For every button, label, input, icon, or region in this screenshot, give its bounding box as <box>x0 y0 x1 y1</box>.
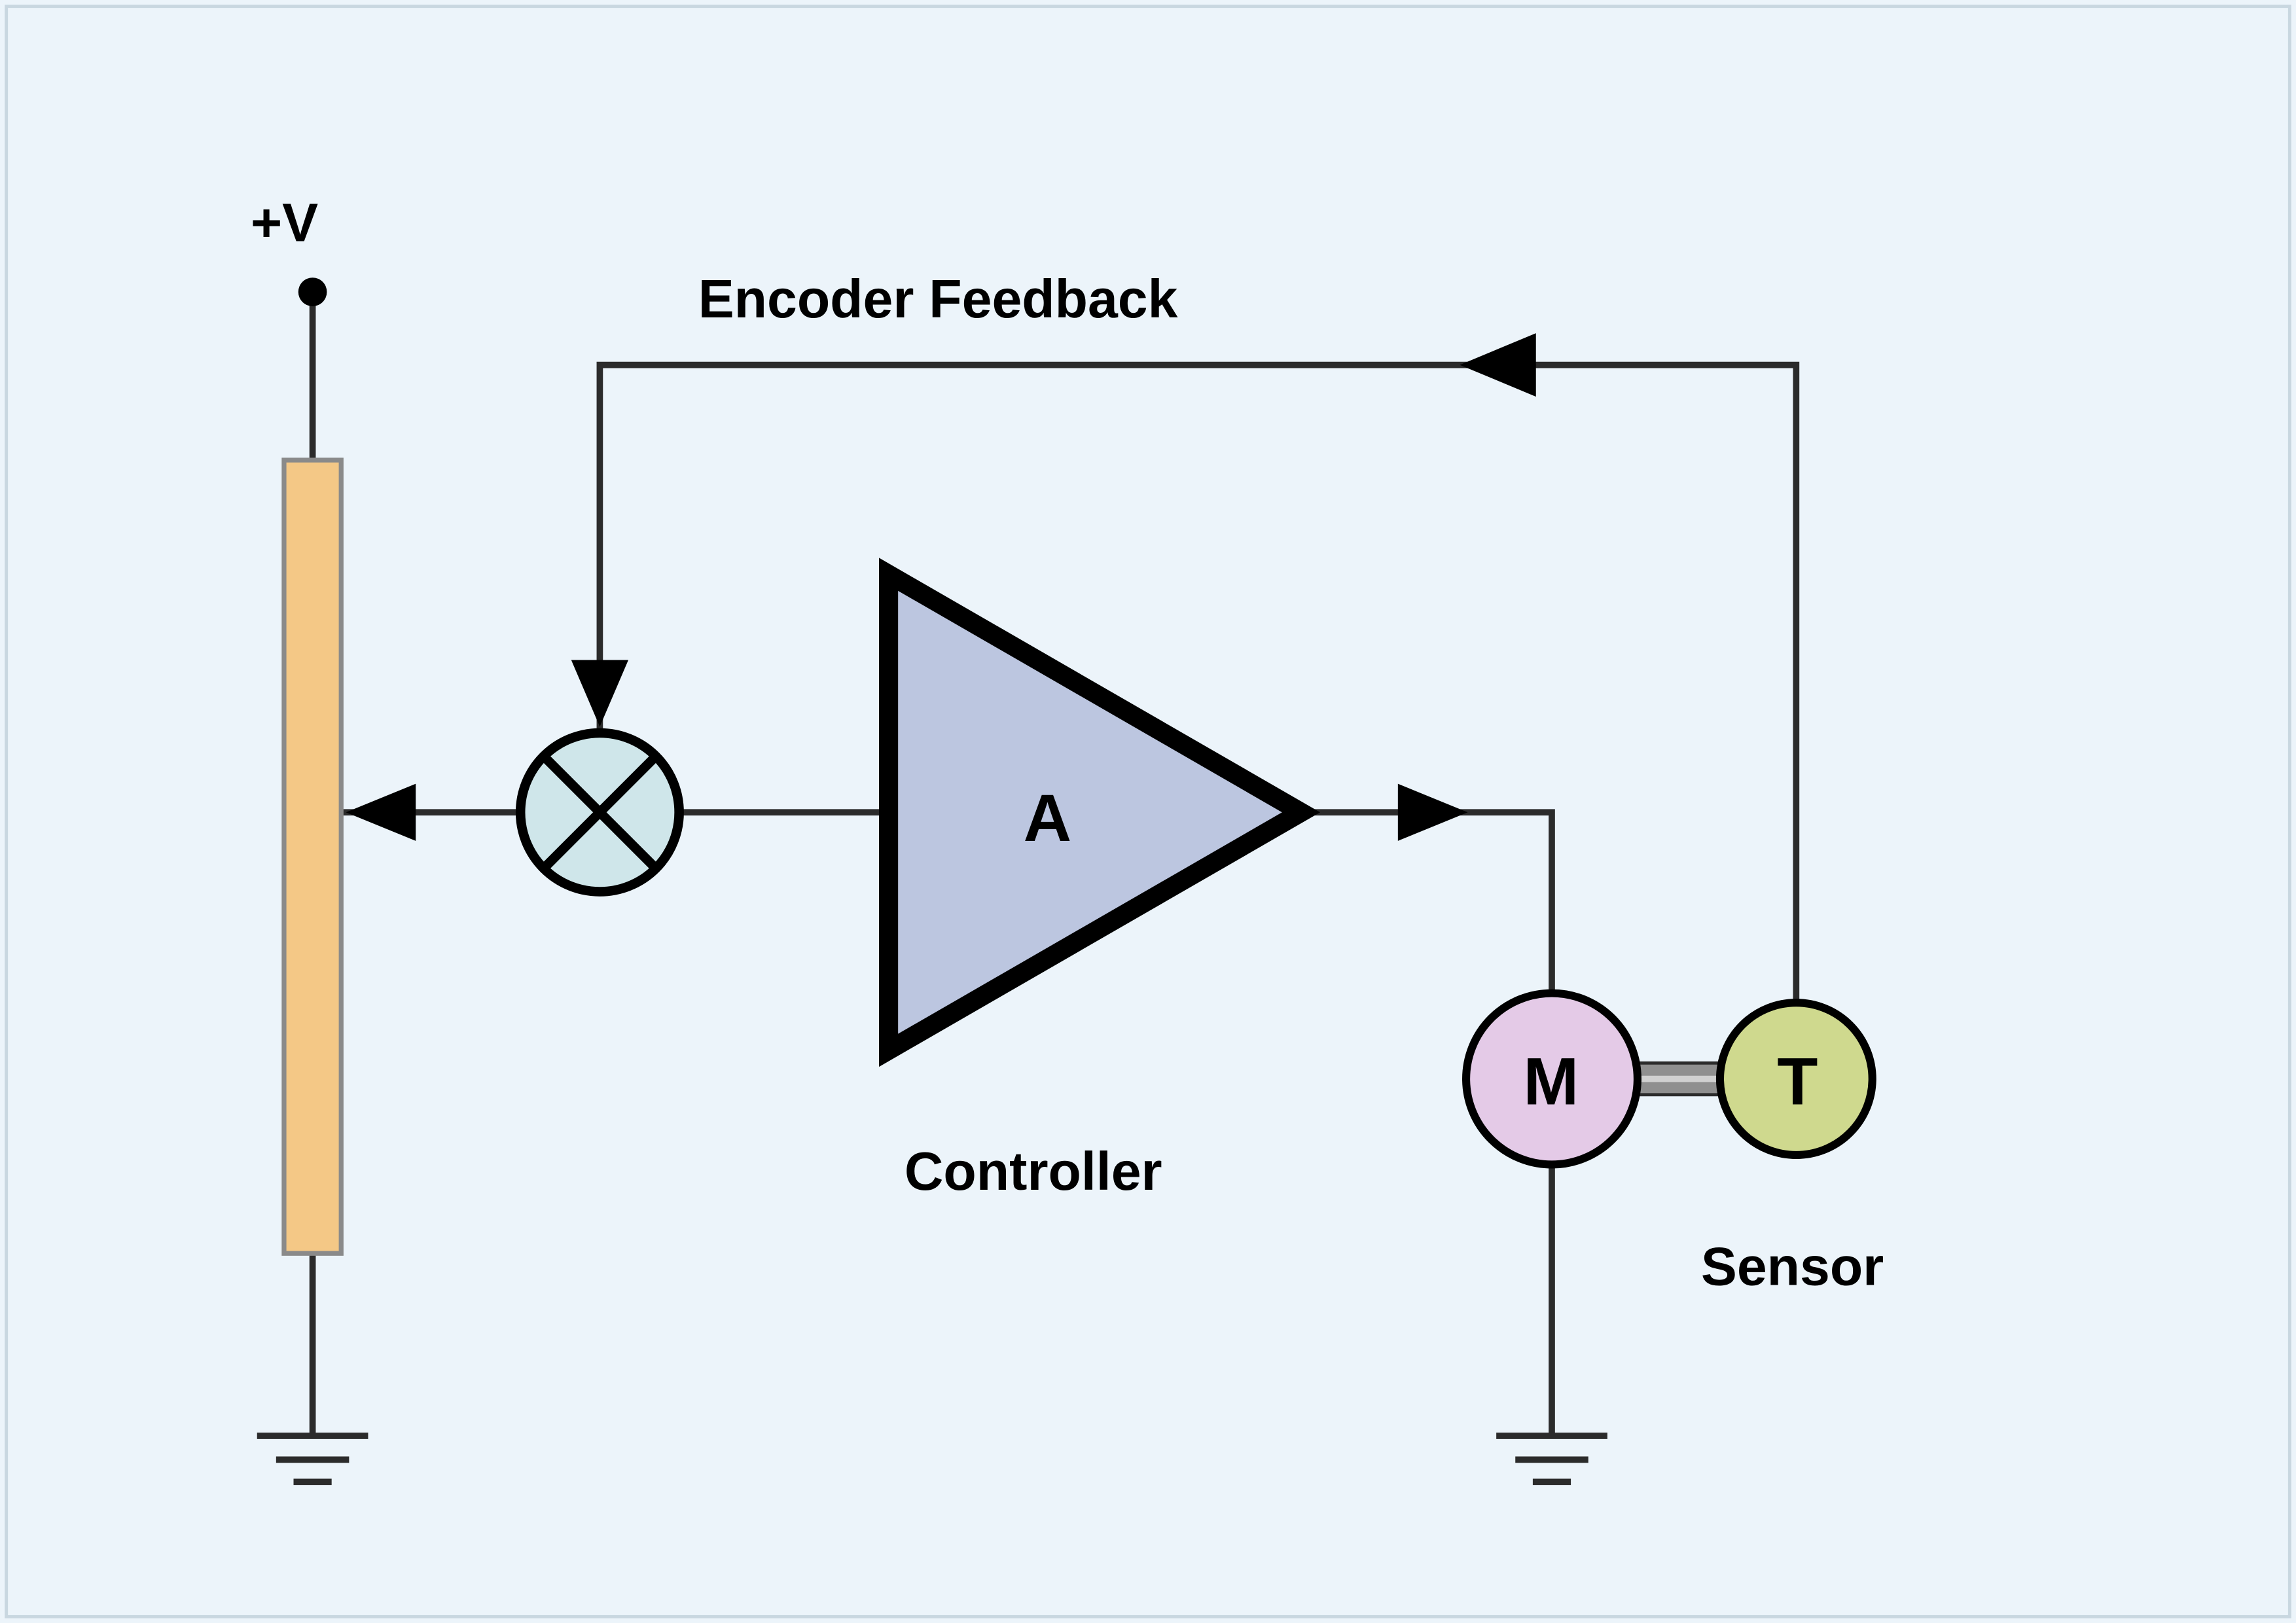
servo-diagram: A M T +V Encoder Feedback Controller Sen… <box>0 0 2296 1623</box>
motor: M <box>1466 993 1638 1165</box>
motor-letter: M <box>1523 1044 1579 1118</box>
voltage-dot <box>298 277 327 306</box>
label-voltage: +V <box>251 192 318 253</box>
summing-junction <box>520 733 679 891</box>
amplifier-letter: A <box>1024 781 1072 855</box>
sensor-letter: T <box>1777 1044 1818 1118</box>
label-sensor: Sensor <box>1701 1237 1884 1297</box>
potentiometer <box>284 460 341 1253</box>
label-feedback: Encoder Feedback <box>698 269 1178 329</box>
sensor-node: T <box>1720 1003 1873 1155</box>
shaft <box>1631 1063 1726 1094</box>
label-controller: Controller <box>905 1141 1162 1202</box>
